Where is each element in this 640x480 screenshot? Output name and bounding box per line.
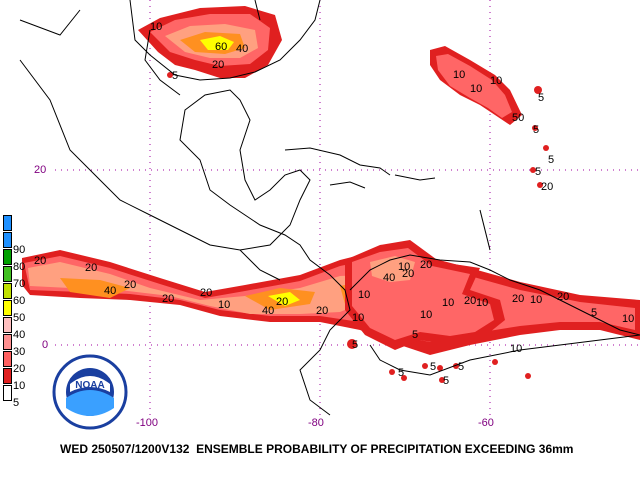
contour-label: 20 — [541, 181, 553, 193]
lon-label-60: -60 — [478, 417, 494, 429]
legend-box — [3, 334, 12, 350]
contour-label: 40 — [104, 285, 116, 297]
contour-label: 20 — [200, 287, 212, 299]
legend-label: 10 — [13, 380, 26, 392]
legend-box-top — [3, 215, 12, 231]
contour-label: 40 — [236, 43, 248, 55]
legend-box — [3, 385, 12, 401]
contour-label: 5 — [458, 361, 464, 373]
coastlines — [19, 0, 640, 416]
legend-label: 90 — [13, 244, 26, 256]
contour-label: 10 — [530, 294, 542, 306]
contour-label: 10 — [453, 69, 465, 81]
contour-label: 20 — [34, 255, 46, 267]
legend-label: 60 — [13, 295, 26, 307]
legend-label: 5 — [13, 397, 20, 409]
contour-label: 5 — [352, 339, 358, 351]
contour-label: 5 — [443, 375, 449, 387]
lat-label-0: 0 — [42, 339, 49, 351]
contour-label: 5 — [538, 92, 544, 104]
contour-label: 20 — [557, 291, 569, 303]
contour-label: 10 — [358, 289, 370, 301]
contour-label: 5 — [591, 307, 597, 319]
legend-box — [3, 232, 12, 248]
contour-label: 10 — [420, 309, 432, 321]
contour-label: 20 — [162, 293, 174, 305]
contour-label: 40 — [383, 272, 395, 284]
legend-box — [3, 300, 12, 316]
legend-label: 80 — [13, 261, 26, 273]
contour-label: 20 — [212, 59, 224, 71]
contour-label: 20 — [420, 259, 432, 271]
contour-label: 40 — [262, 305, 274, 317]
contour-label: 10 — [150, 21, 162, 33]
contour-label: 10 — [490, 75, 502, 87]
contour-label: 10 — [622, 313, 634, 325]
gulf-area-60 — [200, 36, 234, 50]
legend-label: 40 — [13, 329, 26, 341]
legend-label: 70 — [13, 278, 26, 290]
contour-label: 20 — [512, 293, 524, 305]
legend-box — [3, 249, 12, 265]
contour-label: 10 — [470, 83, 482, 95]
legend-label: 20 — [13, 363, 26, 375]
graticule — [55, 0, 640, 415]
map-footer: WED 250507/1200V132 ENSEMBLE PROBABILITY… — [60, 442, 574, 456]
precip-areas — [22, 6, 640, 383]
contour-label: 20 — [85, 262, 97, 274]
lon-label-100: -100 — [136, 417, 159, 429]
lon-label-80: -80 — [308, 417, 324, 429]
contour-label: 20 — [316, 305, 328, 317]
legend-label: 30 — [13, 346, 26, 358]
contour-label: 10 — [476, 297, 488, 309]
contour-label: 60 — [215, 41, 227, 53]
contour-label: 10 — [398, 261, 410, 273]
contour-label: 10 — [442, 297, 454, 309]
legend-box — [3, 283, 12, 299]
contour-label: 10 — [510, 343, 522, 355]
atl-10 — [436, 54, 512, 118]
contour-label: 20 — [402, 268, 414, 280]
contour-label: 20 — [276, 296, 288, 308]
band-west-60 — [268, 292, 300, 306]
logo-text: NOAA — [75, 380, 104, 391]
color-legend: 90 80 70 60 50 40 30 20 10 5 — [3, 215, 25, 409]
contour-label: 20 — [464, 295, 476, 307]
legend-label: 50 — [13, 312, 26, 324]
noaa-logo: NOAA — [52, 354, 128, 430]
contour-label: 50 — [512, 112, 524, 124]
legend-box — [3, 351, 12, 367]
legend-box — [3, 266, 12, 282]
contour-label: 5 — [430, 361, 436, 373]
lat-label-20: 20 — [34, 164, 47, 176]
contour-label: 5 — [172, 70, 178, 82]
contour-label: 5 — [412, 329, 418, 341]
legend-box — [3, 368, 12, 384]
contour-label: 20 — [124, 279, 136, 291]
legend-box — [3, 317, 12, 333]
contour-label: 5 — [535, 166, 541, 178]
contour-label: 5 — [398, 367, 404, 379]
band-west-40 — [60, 278, 130, 298]
contour-label: 5 — [548, 154, 554, 166]
contour-label: 10 — [352, 312, 364, 324]
carib-20 — [370, 256, 415, 282]
contour-label: 10 — [218, 299, 230, 311]
contour-label: 5 — [533, 124, 539, 136]
